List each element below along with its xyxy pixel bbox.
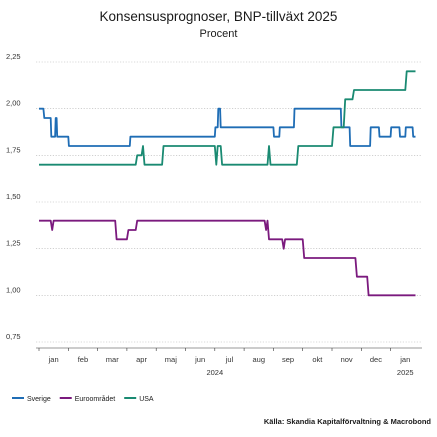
y-tick-label: 1,00 (6, 285, 21, 294)
series-lines (39, 70, 416, 297)
x-tick-label: okt (312, 355, 323, 364)
x-tick-label: sep (282, 355, 294, 364)
x-tick-label: aug (252, 355, 265, 364)
x-tick-label: mar (106, 355, 119, 364)
legend: Sverige Euroområdet USA (12, 395, 154, 403)
x-tick-label: apr (136, 355, 147, 364)
legend-label-sverige: Sverige (27, 396, 51, 403)
x-year-label: 2024 (206, 368, 223, 377)
y-tick-label: 1,50 (6, 192, 21, 201)
x-tick-label: nov (341, 355, 353, 364)
source-note: Källa: Skandia Kapitalförvaltning & Macr… (264, 417, 432, 426)
series-line-usa (39, 70, 416, 166)
chart-subtitle: Procent (200, 28, 238, 40)
series-line-sverige (39, 107, 416, 147)
y-tick-label: 1,75 (6, 145, 21, 154)
y-tick-label: 2,00 (6, 99, 21, 108)
series-line-euroområdet (39, 219, 416, 297)
x-tick-label: jan (48, 355, 59, 364)
x-tick-label: jun (194, 355, 205, 364)
grid (36, 61, 422, 343)
chart-title: Konsensusprognoser, BNP-tillväxt 2025 (100, 9, 338, 24)
x-tick-label: jan (399, 355, 410, 364)
x-axis: jan feb mar apr maj jun jul aug sep okt nov dec jan 2… (36, 347, 422, 377)
x-tick-label: maj (165, 355, 177, 364)
y-tick-label: 0,75 (6, 332, 21, 341)
y-axis-ticks: 2,25 2,00 1,75 1,50 1,25 1,00 0,75 (6, 52, 21, 341)
x-tick-label: jul (225, 355, 234, 364)
x-tick-label: feb (78, 355, 88, 364)
x-year-label: 2025 (397, 368, 414, 377)
y-tick-label: 1,25 (6, 239, 21, 248)
x-tick-label: dec (370, 355, 382, 364)
legend-label-usa: USA (139, 396, 154, 403)
y-tick-label: 2,25 (6, 52, 21, 61)
legend-label-euroområdet: Euroområdet (75, 395, 116, 403)
